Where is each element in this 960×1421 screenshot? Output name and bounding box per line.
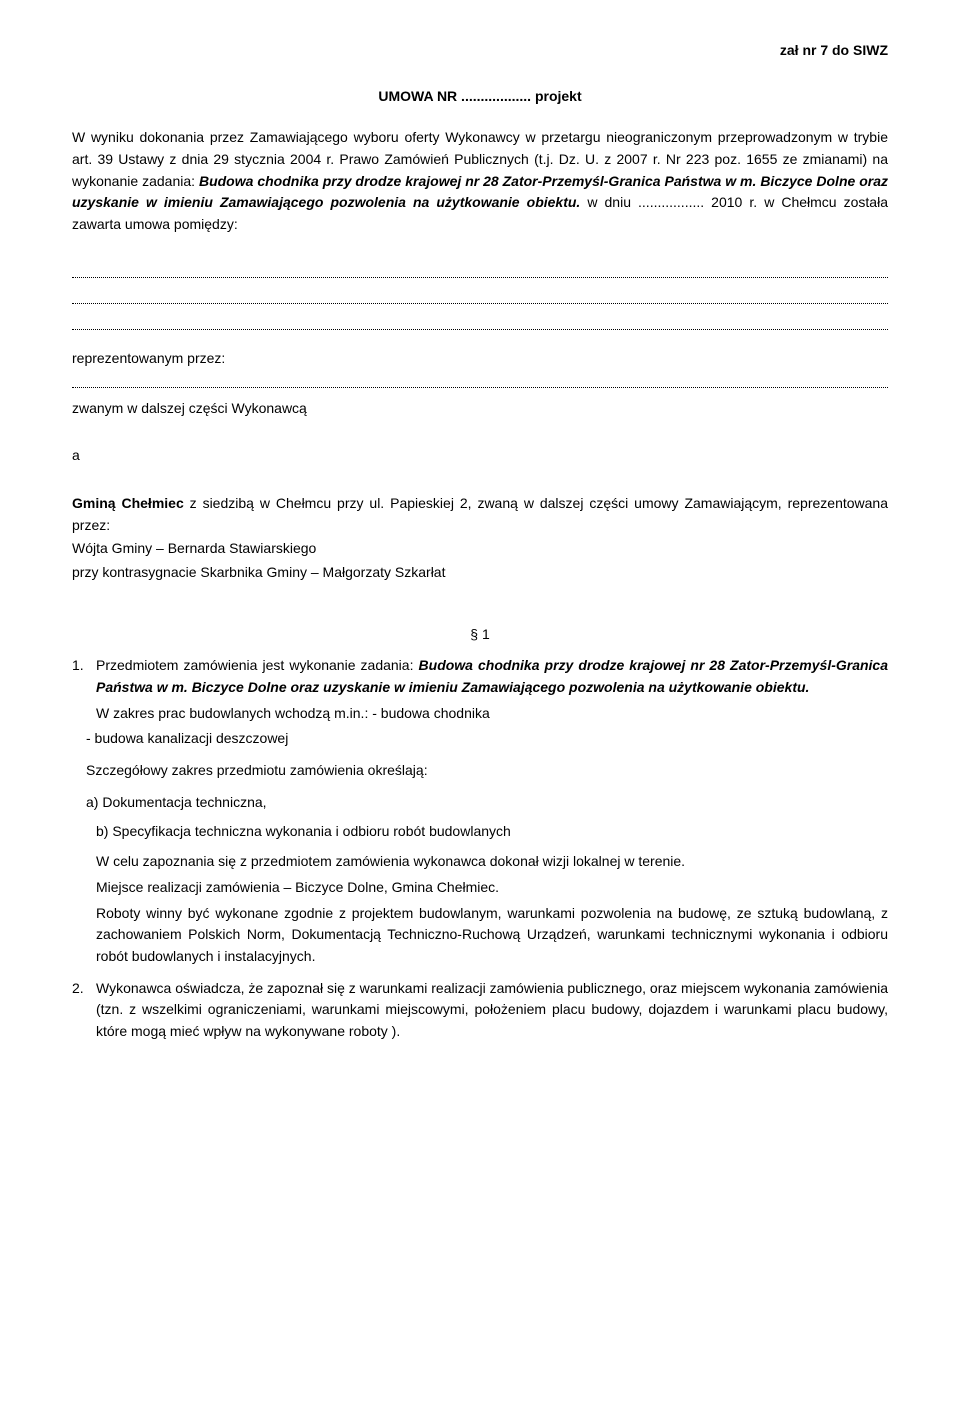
kontrasygnata-line: przy kontrasygnacie Skarbnika Gminy – Ma… — [72, 562, 888, 584]
item-1: 1. Przedmiotem zamówienia jest wykonanie… — [72, 655, 888, 698]
blank-lines-party1 — [72, 264, 888, 330]
section-1-marker: § 1 — [72, 624, 888, 646]
item-2-body: Wykonawca oświadcza, że zapoznał się z w… — [96, 978, 888, 1043]
attachment-label: zał nr 7 do SIWZ — [72, 40, 888, 62]
miejsce-line: Miejsce realizacji zamówienia – Biczyce … — [96, 877, 888, 899]
called-contractor-label: zwanym w dalszej części Wykonawcą — [72, 398, 888, 420]
document-title: UMOWA NR .................. projekt — [72, 86, 888, 108]
item1-pre: Przedmiotem zamówienia jest wykonanie za… — [96, 657, 419, 673]
dotted-line — [72, 316, 888, 330]
item-2: 2. Wykonawca oświadcza, że zapoznał się … — [72, 978, 888, 1043]
dotted-line — [72, 374, 888, 388]
item-1-number: 1. — [72, 655, 96, 698]
sub-a: a) Dokumentacja techniczna, — [86, 792, 888, 814]
gmina-rest: z siedzibą w Chełmcu przy ul. Papieskiej… — [72, 495, 888, 533]
sub-b: b) Specyfikacja techniczna wykonania i o… — [96, 821, 888, 843]
separator-a: a — [72, 445, 888, 467]
dotted-line — [72, 290, 888, 304]
dotted-line — [72, 264, 888, 278]
gmina-name: Gminą Chełmiec — [72, 495, 184, 511]
ordering-party-block: Gminą Chełmiec z siedzibą w Chełmcu przy… — [72, 493, 888, 584]
roboty-line: Roboty winny być wykonane zgodnie z proj… — [96, 903, 888, 968]
szczegolowy-line: Szczegółowy zakres przedmiotu zamówienia… — [86, 760, 888, 782]
represented-by-label: reprezentowanym przez: — [72, 348, 888, 370]
item-2-number: 2. — [72, 978, 96, 1043]
kanalizacja-line: - budowa kanalizacji deszczowej — [86, 728, 888, 750]
zakres-line: W zakres prac budowlanych wchodzą m.in.:… — [96, 703, 888, 725]
intro-paragraph: W wyniku dokonania przez Zamawiającego w… — [72, 127, 888, 235]
wojt-line: Wójta Gminy – Bernarda Stawiarskiego — [72, 538, 888, 560]
wcelu-line: W celu zapoznania się z przedmiotem zamó… — [96, 851, 888, 873]
